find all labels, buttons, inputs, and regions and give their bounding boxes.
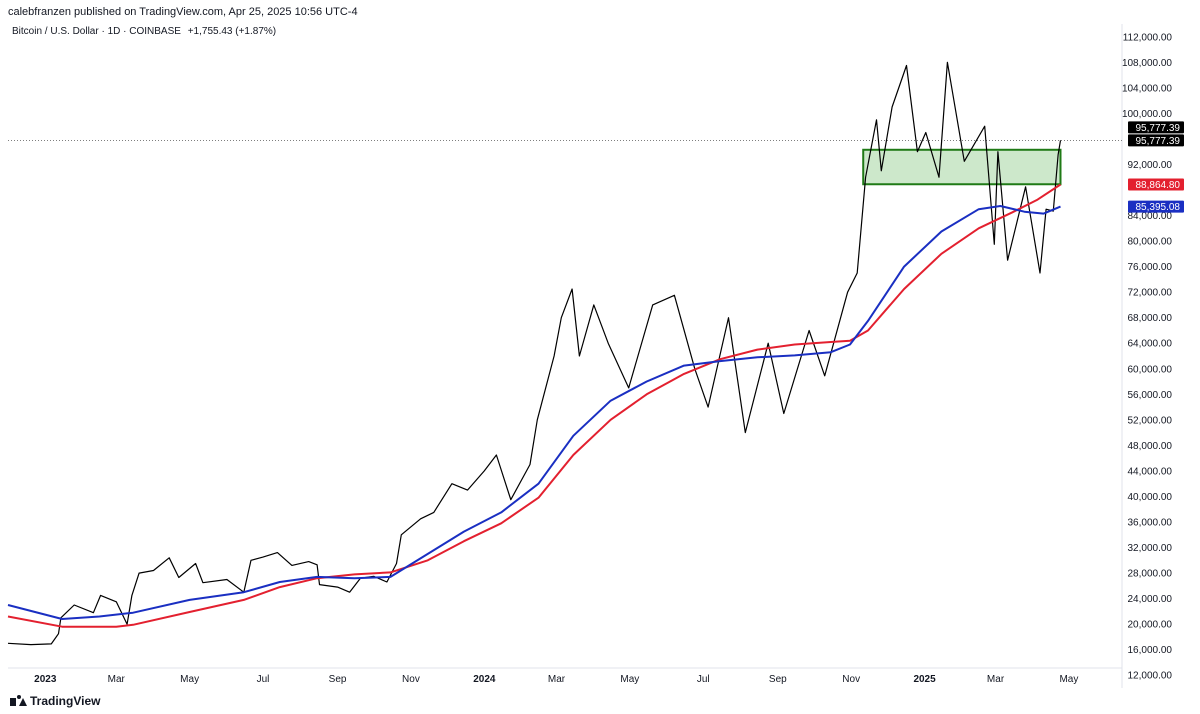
x-tick-label: 2023 (34, 674, 57, 685)
symbol-info: Bitcoin / U.S. Dollar · 1D · COINBASE +1… (12, 26, 276, 37)
y-tick-label: 32,000.00 (1128, 543, 1173, 554)
y-tick-label: 20,000.00 (1128, 620, 1173, 631)
x-tick-label: Sep (769, 674, 787, 685)
footer-brand: TradingView (10, 694, 100, 708)
price-label-box (1128, 121, 1184, 134)
y-tick-label: 48,000.00 (1128, 441, 1173, 452)
x-tick-label: Jul (697, 674, 710, 685)
y-tick-label: 68,000.00 (1128, 313, 1173, 324)
y-tick-label: 52,000.00 (1128, 415, 1173, 426)
y-tick-label: 44,000.00 (1128, 466, 1173, 477)
y-tick-label: 112,000.00 (1123, 32, 1173, 43)
y-tick-label: 80,000.00 (1128, 237, 1173, 248)
y-tick-label: 36,000.00 (1128, 518, 1173, 529)
price-label-box (1128, 200, 1184, 213)
x-tick-label: 2025 (913, 674, 936, 685)
x-tick-label: Nov (842, 674, 860, 685)
publisher-line: calebfranzen published on TradingView.co… (8, 6, 358, 18)
price-change: +1,755.43 (+1.87%) (187, 26, 277, 37)
y-tick-label: 100,000.00 (1122, 109, 1172, 120)
x-tick-label: 2024 (473, 674, 496, 685)
tradingview-logo-icon (10, 695, 27, 707)
x-tick-label: May (1059, 674, 1078, 685)
y-tick-label: 64,000.00 (1128, 339, 1173, 350)
x-tick-label: Nov (402, 674, 420, 685)
price-label-box (1128, 178, 1184, 191)
price-label-text: 88,864.80 (1136, 180, 1181, 191)
support-zone (862, 148, 1062, 186)
x-tick-label: May (180, 674, 199, 685)
ma-blue-line (7, 205, 1061, 620)
x-tick-label: Jul (257, 674, 270, 685)
y-tick-label: 24,000.00 (1128, 594, 1173, 605)
y-tick-label: 16,000.00 (1128, 645, 1173, 656)
x-tick-label: May (620, 674, 639, 685)
x-tick-label: Mar (987, 674, 1005, 685)
y-tick-label: 76,000.00 (1128, 262, 1173, 273)
y-tick-label: 28,000.00 (1128, 569, 1173, 580)
price-label-text: 95,777.39 (1136, 123, 1181, 134)
y-tick-label: 92,000.00 (1128, 160, 1173, 171)
price-label-text: 85,395.08 (1136, 202, 1181, 213)
x-tick-label: Sep (329, 674, 347, 685)
x-tick-label: Mar (548, 674, 566, 685)
y-tick-label: 40,000.00 (1128, 492, 1173, 503)
x-tick-label: Mar (108, 674, 126, 685)
ma-red-line (7, 183, 1062, 628)
symbol-name: Bitcoin / U.S. Dollar · 1D · COINBASE (12, 26, 181, 37)
y-tick-label: 60,000.00 (1128, 364, 1173, 375)
y-tick-label: 104,000.00 (1122, 83, 1172, 94)
y-tick-label: 56,000.00 (1128, 390, 1173, 401)
y-tick-label: 84,000.00 (1128, 211, 1173, 222)
brand-name: TradingView (30, 694, 101, 708)
y-tick-label: 72,000.00 (1128, 288, 1173, 299)
y-tick-label: 12,000.00 (1128, 671, 1173, 682)
price-label-text: 95,777.39 (1136, 136, 1181, 147)
price-chart: 112,000.00 108,000.00 104,000.00 100,000.00… (7, 24, 1184, 688)
price-line (7, 61, 1062, 646)
y-tick-label: 108,000.00 (1122, 58, 1172, 69)
price-label-box (1128, 134, 1184, 147)
